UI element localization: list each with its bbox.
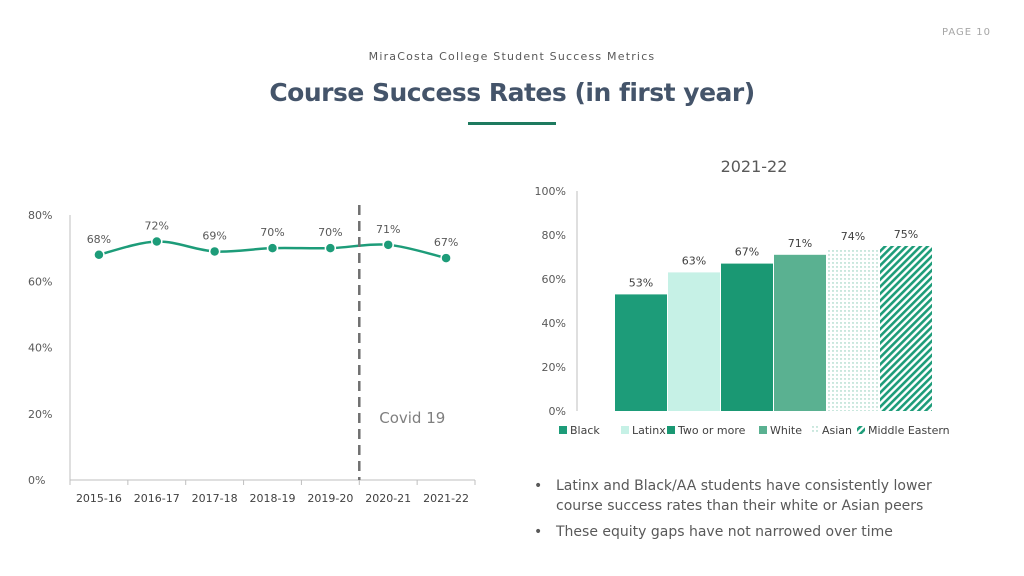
x-tick-label: 2020-21	[365, 492, 411, 505]
bar-chart-title: 2021-22	[721, 157, 788, 176]
y-tick-label: 60%	[28, 275, 52, 288]
data-point	[382, 239, 394, 251]
x-tick-label: 2018-19	[250, 492, 296, 505]
data-label: 74%	[841, 230, 865, 243]
x-tick-label: 2021-22	[423, 492, 469, 505]
bar-chart: 2021-22 0% 20% 40% 60% 80% 100% 53% 63% 67% 71% 7…	[535, 157, 950, 437]
data-point	[324, 242, 337, 254]
title-underline	[468, 122, 556, 125]
data-point	[93, 249, 105, 261]
legend-swatch	[667, 426, 675, 434]
y-tick-label: 20%	[542, 361, 566, 374]
y-tick-label: 100%	[535, 185, 566, 198]
legend-label: Two or more	[677, 424, 746, 437]
data-label: 67%	[434, 236, 458, 249]
legend-swatch	[621, 426, 629, 434]
data-label: 69%	[202, 229, 226, 242]
report-subtitle: MiraCosta College Student Success Metric…	[368, 50, 656, 63]
x-tick-label: 2016-17	[134, 492, 180, 505]
bar	[827, 248, 879, 411]
y-tick-label: 80%	[28, 209, 52, 222]
legend-label: Asian	[822, 424, 852, 437]
y-tick-label: 40%	[28, 342, 52, 355]
y-tick-label: 20%	[28, 408, 52, 421]
bar	[721, 263, 773, 411]
y-tick-label: 80%	[542, 229, 566, 242]
data-label: 63%	[682, 254, 706, 267]
data-point	[208, 245, 221, 258]
bar	[615, 294, 667, 411]
data-label: 71%	[376, 223, 400, 236]
legend-swatch	[559, 426, 567, 434]
line-chart: 0% 20% 40% 60% 80% 2015-16 2016-17 2017-18 2018…	[28, 205, 476, 505]
bar	[880, 246, 932, 411]
y-tick-label: 60%	[542, 273, 566, 286]
data-label: 67%	[735, 246, 759, 259]
legend-label: Middle Eastern	[868, 424, 950, 437]
finding-item: • These equity gaps have not narrowed ov…	[534, 522, 974, 542]
data-point	[266, 242, 279, 254]
covid-annotation: Covid 19	[379, 409, 445, 427]
data-label: 70%	[318, 226, 342, 239]
data-label: 71%	[788, 237, 812, 250]
y-tick-label: 40%	[542, 317, 566, 330]
legend-swatch	[759, 426, 767, 434]
x-tick-label: 2019-20	[307, 492, 353, 505]
x-tick-label: 2017-18	[192, 492, 238, 505]
bar	[668, 272, 720, 411]
finding-text: Latinx and Black/AA students have consis…	[556, 478, 932, 514]
legend-label: White	[770, 424, 802, 437]
y-tick-label: 0%	[28, 474, 45, 487]
data-label: 75%	[894, 228, 918, 241]
finding-item: • Latinx and Black/AA students have cons…	[534, 476, 974, 516]
bullet-marker: •	[534, 524, 543, 540]
bar	[774, 254, 826, 411]
findings-list: • Latinx and Black/AA students have cons…	[534, 476, 974, 548]
legend-label: Black	[570, 424, 600, 437]
data-label: 72%	[145, 220, 169, 233]
bullet-marker: •	[534, 478, 543, 494]
page-number: PAGE 10	[941, 27, 991, 38]
y-tick-label: 0%	[549, 405, 566, 418]
data-label: 68%	[87, 233, 111, 246]
legend-swatch	[857, 426, 865, 434]
legend-swatch	[811, 426, 819, 434]
x-tick-label: 2015-16	[76, 492, 122, 505]
finding-text: These equity gaps have not narrowed over…	[556, 524, 893, 540]
page-title: Course Success Rates (in first year)	[269, 78, 755, 107]
data-label: 53%	[629, 276, 653, 289]
data-point	[440, 252, 452, 264]
legend-label: Latinx	[632, 424, 666, 437]
data-label: 70%	[260, 226, 284, 239]
data-point	[151, 235, 163, 248]
